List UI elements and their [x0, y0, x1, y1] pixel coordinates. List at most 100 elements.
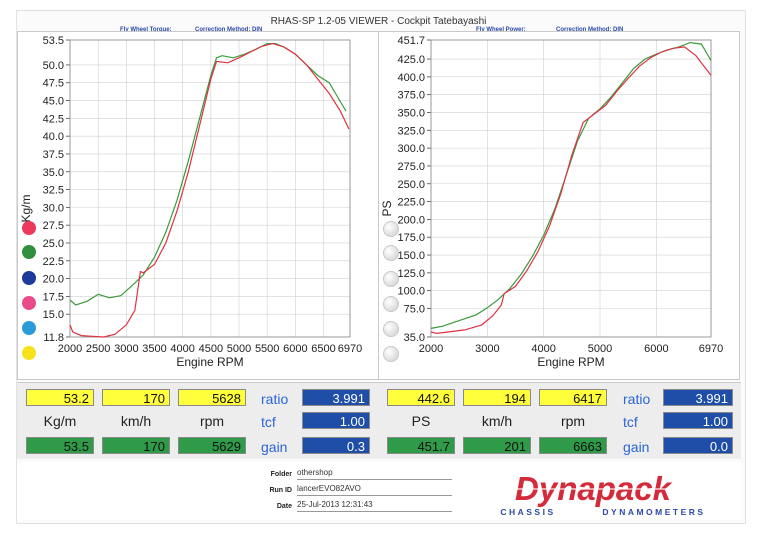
speed-peak-right: 201 [463, 437, 531, 454]
y-axis-label: Kg/m [19, 194, 33, 222]
rpm-unit: rpm [199, 413, 225, 429]
power-current: 442.6 [387, 389, 455, 406]
x-tick-label: 2500 [86, 343, 110, 355]
run-indicator-dot[interactable] [383, 296, 399, 312]
y-tick-label: 175.0 [397, 232, 425, 244]
run-indicator-dot[interactable] [22, 271, 36, 285]
date-value: 25-Jul-2013 12:31:43 [297, 500, 452, 512]
x-axis-label: Engine RPM [537, 355, 604, 369]
x-tick-label: 3500 [142, 343, 166, 355]
x-tick-label: 5500 [255, 343, 279, 355]
y-tick-label: 42.5 [43, 113, 64, 125]
tcf-value-right: 1.00 [663, 412, 733, 429]
date-label: Date [276, 503, 292, 510]
x-tick-label: 6970 [699, 343, 723, 355]
run-indicator-dot[interactable] [383, 271, 399, 287]
x-tick-label: 2000 [419, 343, 443, 355]
left-metric-header: Fly Wheel Torque: [120, 27, 172, 33]
run-indicator-dot[interactable] [22, 245, 36, 259]
run-indicator-dot[interactable] [383, 346, 399, 362]
run-indicator-dot[interactable] [22, 296, 36, 310]
right-metric-header: Fly Wheel Power: [476, 27, 526, 33]
y-tick-label: 50.0 [43, 60, 64, 72]
rpm-peak: 5629 [178, 437, 246, 454]
y-tick-label: 47.5 [43, 78, 64, 90]
speed-unit-right: km/h [481, 413, 513, 429]
y-tick-label: 225.0 [397, 197, 425, 209]
ratio-value-right: 3.991 [663, 389, 733, 406]
ratio-label-right: ratio [623, 391, 651, 407]
right-correction-header: Correction Method: DIN [556, 27, 624, 33]
run-info-footer: Folder othershop Run ID lancerEVO82AVO D… [17, 462, 741, 520]
ratio-value: 3.991 [302, 389, 370, 406]
y-tick-label: 200.0 [397, 214, 425, 226]
rpm-current: 5628 [178, 389, 246, 406]
x-tick-label: 6000 [644, 343, 668, 355]
speed-peak: 170 [102, 437, 170, 454]
rpm-unit-right: rpm [560, 413, 586, 429]
y-tick-label: 325.0 [397, 125, 425, 137]
rpm-current-right: 6417 [539, 389, 607, 406]
power-series-line-1 [430, 41, 712, 329]
torque-current: 53.2 [26, 389, 94, 406]
y-tick-label: 30.0 [43, 202, 64, 214]
gain-label-right: gain [623, 439, 650, 455]
x-tick-label: 3000 [114, 343, 138, 355]
y-tick-label: 400.0 [397, 72, 425, 84]
y-tick-label: 37.5 [43, 149, 64, 161]
y-tick-label: 22.5 [43, 256, 64, 268]
tcf-value: 1.00 [302, 412, 370, 429]
torque-chart: 53.5 50.0 47.5 45.0 42.5 40.0 37.5 35.0 32.5 30.0… [19, 35, 362, 369]
y-tick-label: 45.0 [43, 96, 64, 108]
dynapack-logo: Dynapack CHASSIS DYNAMOMETERS [466, 470, 720, 517]
run-indicator-dot[interactable] [383, 221, 399, 237]
gain-label: gain [261, 439, 288, 455]
y-tick-label: 75.0 [404, 303, 425, 315]
y-tick-label: 275.0 [397, 161, 425, 173]
speed-unit: km/h [120, 413, 152, 429]
torque-series-line-2 [69, 42, 350, 338]
run-indicator-dot[interactable] [22, 346, 36, 360]
speed-current: 170 [102, 389, 170, 406]
logo-tagline-chassis: CHASSIS [500, 507, 555, 517]
x-tick-label: 6000 [283, 343, 307, 355]
torque-unit: Kg/m [43, 413, 77, 429]
y-tick-label: 451.7 [397, 35, 425, 47]
y-tick-label: 15.0 [43, 309, 64, 321]
gain-value: 0.3 [302, 437, 370, 454]
plot-frame [69, 39, 351, 338]
run-indicator-dot[interactable] [22, 321, 36, 335]
torque-peak: 53.5 [26, 437, 94, 454]
y-tick-label: 150.0 [397, 250, 425, 262]
y-axis-label: PS [380, 200, 394, 216]
runid-value: lancerEVO82AVO [297, 484, 452, 496]
left-correction-header: Correction Method: DIN [195, 27, 263, 33]
y-tick-label: 53.5 [43, 35, 64, 47]
y-tick-label: 35.0 [404, 332, 425, 344]
y-tick-label: 35.0 [43, 167, 64, 179]
x-tick-label: 2000 [58, 343, 82, 355]
x-tick-label: 6500 [311, 343, 335, 355]
torque-chart-panel: 53.5 50.0 47.5 45.0 42.5 40.0 37.5 35.0 32.5 30.0… [17, 31, 379, 380]
power-chart: 451.7 425.0 400.0 375.0 350.0 325.0 300.0 275.0… [380, 35, 723, 369]
run-indicator-dot[interactable] [22, 221, 36, 235]
power-unit: PS [411, 413, 431, 429]
run-indicator-dot[interactable] [383, 245, 399, 261]
logo-tagline-dynamometers: DYNAMOMETERS [602, 507, 705, 517]
y-tick-label: 40.0 [43, 131, 64, 143]
y-tick-label: 375.0 [397, 90, 425, 102]
folder-label: Folder [270, 471, 292, 478]
gain-value-right: 0.0 [663, 437, 733, 454]
power-series-line-2 [430, 46, 712, 335]
y-tick-label: 32.5 [43, 185, 64, 197]
power-chart-panel: 451.7 425.0 400.0 375.0 350.0 325.0 300.0 275.0… [378, 31, 740, 380]
ratio-label: ratio [261, 391, 289, 407]
tcf-label: tcf [261, 414, 276, 430]
x-tick-label: 5000 [227, 343, 251, 355]
y-tick-label: 17.5 [43, 291, 64, 303]
x-tick-label: 4000 [170, 343, 194, 355]
y-tick-label: 125.0 [397, 268, 425, 280]
run-indicator-dot[interactable] [383, 321, 399, 337]
x-tick-label: 3000 [475, 343, 499, 355]
y-tick-label: 350.0 [397, 107, 425, 119]
